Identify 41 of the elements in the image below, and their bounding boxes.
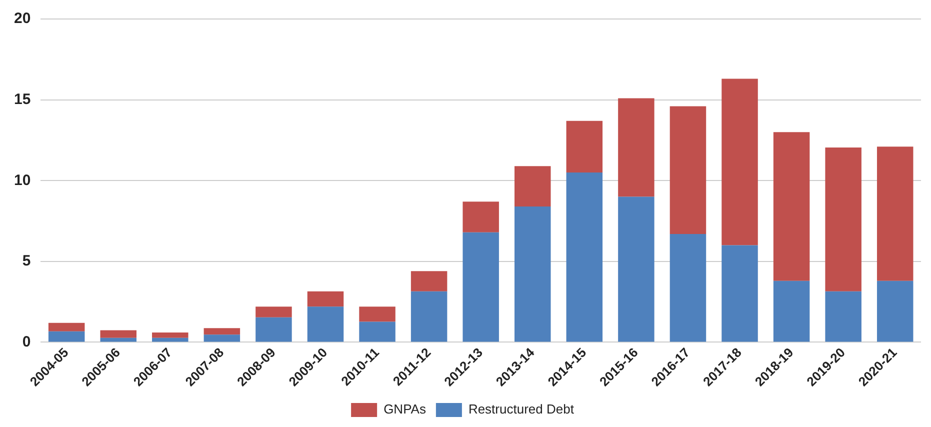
y-tick-label: 20	[14, 10, 31, 28]
bar	[876, 146, 914, 281]
y-tick-label: 10	[14, 172, 31, 189]
bar	[100, 330, 136, 338]
bar	[618, 196, 654, 342]
bar	[204, 334, 240, 342]
bar	[773, 132, 810, 281]
bar	[670, 106, 706, 234]
bar	[514, 166, 551, 206]
bar	[307, 291, 344, 307]
bar	[566, 172, 603, 342]
bar	[204, 328, 240, 335]
bar	[514, 206, 551, 342]
bar	[773, 280, 810, 342]
bar	[670, 234, 706, 342]
bar	[48, 331, 85, 342]
bar	[48, 322, 85, 332]
bar	[410, 271, 448, 292]
bar	[825, 291, 862, 342]
bar	[152, 338, 188, 342]
bar	[307, 306, 344, 342]
bar	[359, 322, 396, 342]
bar	[256, 306, 292, 318]
bar	[566, 120, 603, 173]
bar	[618, 98, 654, 197]
bar	[410, 291, 448, 342]
legend-label: Restructured Debt	[468, 402, 574, 417]
bar	[722, 245, 758, 342]
bar	[825, 147, 862, 292]
bar	[722, 78, 758, 246]
y-tick-label: 5	[22, 252, 31, 270]
bar	[256, 317, 292, 342]
legend-label: GNPAs	[384, 402, 426, 417]
bar	[359, 306, 396, 322]
bar	[462, 232, 499, 342]
y-tick-label: 15	[14, 90, 31, 108]
bar	[152, 332, 188, 338]
y-tick-label: 0	[22, 333, 31, 350]
bar	[100, 338, 136, 342]
bar	[462, 202, 499, 232]
bar	[876, 280, 914, 342]
